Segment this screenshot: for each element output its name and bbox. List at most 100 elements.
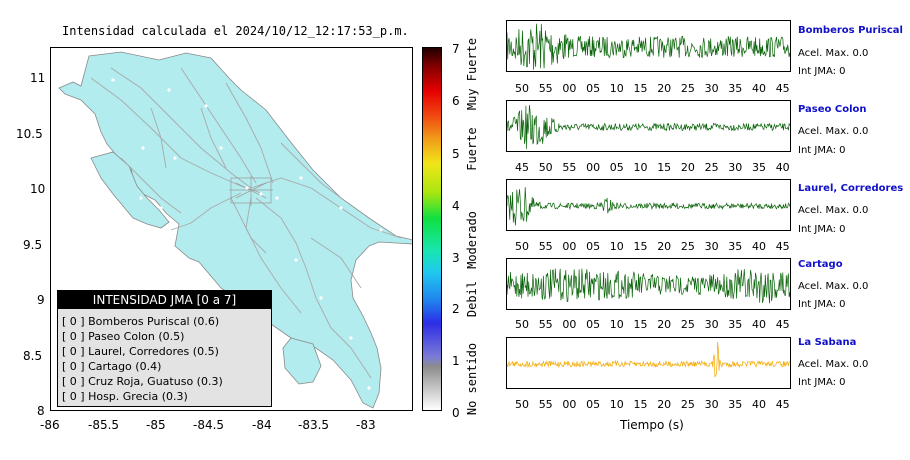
station-name: Bomberos Puriscal (798, 25, 903, 36)
colorbar-tick: 6 (452, 94, 460, 108)
time-tick-label: 20 (657, 82, 672, 95)
seismogram-panel[interactable] (506, 258, 791, 310)
colorbar-tick: 2 (452, 302, 460, 316)
time-tick-label: 40 (752, 318, 766, 331)
time-tick-label: 40 (752, 240, 766, 253)
x-tick-label: -84 (252, 418, 272, 432)
waveform-line (507, 104, 790, 149)
time-tick-label: 05 (586, 318, 601, 331)
legend-title: INTENSIDAD JMA [0 a 7] (58, 291, 271, 309)
time-tick-label: 25 (680, 82, 695, 95)
time-tick-label: 15 (633, 240, 648, 253)
time-tick-label: 00 (562, 240, 577, 253)
colorbar-tick: 1 (452, 354, 460, 368)
station-accel: Acel. Max. 0.0 (798, 48, 869, 59)
station-intensity: Int JMA: 0 (798, 299, 846, 310)
intensity-legend: INTENSIDAD JMA [0 a 7] [ 0 ] Bomberos Pu… (57, 290, 272, 407)
station-name: Cartago (798, 259, 843, 270)
colorbar-tick: 4 (452, 199, 460, 213)
time-tick-label: 55 (538, 398, 553, 411)
intensity-colorbar (422, 47, 442, 411)
time-axis: 50 55 00 05 10 15 20 25 30 35 40 45 (506, 82, 791, 96)
colorbar-tick: 5 (452, 147, 460, 161)
legend-item: [ 0 ] Laurel, Corredores (0.5) (62, 345, 219, 358)
legend-item: [ 0 ] Hosp. Grecia (0.3) (62, 390, 188, 403)
colorbar-category-label: No sentido (465, 342, 479, 416)
time-tick-label: 15 (633, 82, 648, 95)
time-tick-label: 30 (704, 240, 719, 253)
waveform-trace (507, 268, 790, 304)
station-name: La Sabana (798, 337, 857, 348)
waveform-trace (507, 23, 790, 70)
map-title: Intensidad calculada el 2024/10/12_12:17… (62, 24, 409, 38)
time-axis: 45 50 55 00 05 10 15 20 25 30 35 40 (506, 161, 791, 175)
nicoya-peninsula (90, 151, 170, 229)
time-tick-label: 05 (586, 398, 601, 411)
time-tick-label: 50 (515, 398, 529, 411)
colorbar-tick: 0 (452, 406, 460, 420)
time-tick-label: 25 (680, 318, 695, 331)
time-tick-label: 25 (680, 398, 695, 411)
time-tick-label: 20 (657, 398, 672, 411)
station-name: Laurel, Corredores (798, 183, 904, 194)
time-tick-label: 35 (728, 318, 743, 331)
waveform-line (507, 187, 790, 226)
osa-peninsula (282, 337, 322, 385)
legend-item: [ 0 ] Cruz Roja, Guatuso (0.3) (62, 375, 223, 388)
time-tick-label: 50 (538, 161, 553, 174)
time-tick-label: 45 (775, 398, 790, 411)
waveform-trace (507, 187, 790, 226)
seismogram-panel[interactable] (506, 100, 791, 152)
time-axis: 50 55 00 05 10 15 20 25 30 35 40 45 (506, 398, 791, 412)
costa-rica-map (58, 51, 412, 409)
time-tick-label: 55 (538, 318, 553, 331)
time-tick-label: 45 (775, 318, 790, 331)
waveform-line (507, 23, 790, 70)
station-name: Paseo Colon (798, 104, 867, 115)
time-tick-label: 05 (609, 161, 624, 174)
waveform-line (507, 268, 790, 304)
station-intensity: Int JMA: 0 (798, 66, 846, 77)
station-accel: Acel. Max. 0.0 (798, 281, 869, 292)
time-tick-label: 00 (562, 318, 577, 331)
legend-item: [ 0 ] Cartago (0.4) (62, 360, 162, 373)
legend-item: [ 0 ] Paseo Colon (0.5) (62, 330, 185, 343)
colorbar-tick: 7 (452, 42, 460, 56)
time-tick-label: 00 (562, 82, 577, 95)
time-tick-label: 15 (633, 398, 648, 411)
y-tick-label: 8.5 (23, 349, 43, 363)
waveform-trace (507, 341, 790, 378)
time-tick-label: 40 (775, 161, 790, 174)
station-intensity: Int JMA: 0 (798, 145, 846, 156)
time-tick-label: 35 (728, 398, 743, 411)
y-tick-label: 10 (30, 182, 46, 196)
time-tick-label: 50 (515, 240, 529, 253)
station-intensity: Int JMA: 0 (798, 224, 846, 235)
time-tick-label: 15 (633, 318, 648, 331)
seismogram-panel[interactable] (506, 337, 791, 389)
time-tick-label: 30 (704, 82, 719, 95)
time-axis: 50 55 00 05 10 15 20 25 30 35 40 45 (506, 240, 791, 254)
time-tick-label: 10 (609, 398, 624, 411)
time-tick-label: 20 (657, 318, 672, 331)
station-intensity: Int JMA: 0 (798, 377, 846, 388)
time-tick-label: 20 (680, 161, 695, 174)
time-tick-label: 45 (775, 240, 790, 253)
time-tick-label: 25 (680, 240, 695, 253)
x-tick-label: -83.5 (298, 418, 330, 432)
seismogram-panel[interactable] (506, 179, 791, 231)
seismogram-panel[interactable] (506, 20, 791, 72)
time-tick-label: 40 (752, 82, 766, 95)
station-accel: Acel. Max. 0.0 (798, 359, 869, 370)
x-tick-label: -83 (356, 418, 376, 432)
time-tick-label: 05 (586, 82, 601, 95)
time-tick-label: 30 (704, 318, 719, 331)
y-tick-label: 10.5 (16, 127, 43, 141)
station-accel: Acel. Max. 0.0 (798, 205, 869, 216)
y-tick-label: 9.5 (23, 238, 43, 252)
time-tick-label: 10 (609, 82, 624, 95)
time-tick-label: 25 (704, 161, 719, 174)
time-tick-label: 10 (609, 240, 624, 253)
time-tick-label: 35 (728, 82, 743, 95)
time-tick-label: 55 (562, 161, 577, 174)
